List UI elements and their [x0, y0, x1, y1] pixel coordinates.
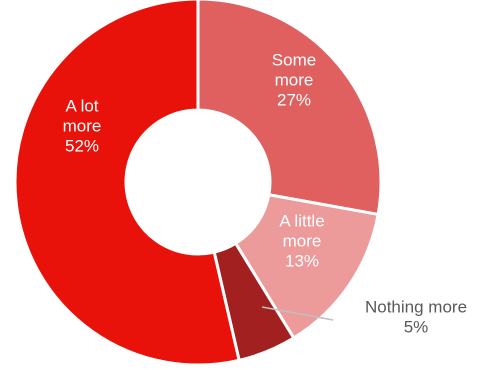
slice-label: A lot more 52%	[63, 96, 102, 155]
slice-category-label: A little	[279, 211, 324, 230]
slice-value-label: 13%	[285, 251, 319, 270]
slice-category-label: more	[275, 70, 314, 89]
slice-label: A little more 13%	[279, 211, 324, 270]
slice-category-label: Some	[272, 50, 316, 69]
slice-category-label: more	[63, 116, 102, 135]
donut-slice	[233, 193, 380, 341]
slice-value-label: 5%	[404, 317, 429, 336]
slice-category-label: more	[283, 231, 322, 250]
slice-category-label: A lot	[65, 96, 98, 115]
slice-label: Some more 27%	[272, 50, 316, 109]
slice-label: Nothing more 5%	[365, 297, 467, 336]
slice-value-label: 52%	[65, 136, 99, 155]
donut-slice	[196, 0, 383, 217]
slice-category-label: Nothing more	[365, 297, 467, 316]
leader-line	[261, 306, 334, 321]
donut-slice	[13, 0, 241, 367]
slice-value-label: 27%	[277, 90, 311, 109]
